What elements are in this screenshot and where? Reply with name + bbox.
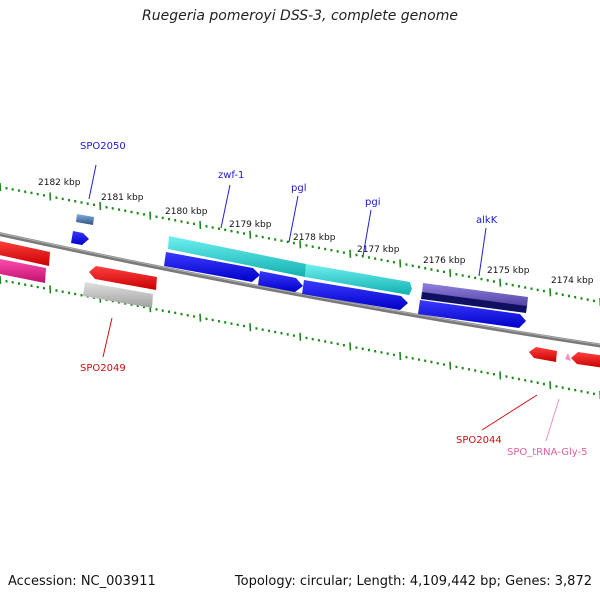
feature-pgl-rna[interactable] <box>305 264 412 295</box>
forward-label-group: SPO2050 zwf-1 pgl pgi alkK <box>80 141 498 226</box>
scale-label: 2179 kbp <box>229 220 272 230</box>
scale-label: 2181 kbp <box>101 193 144 203</box>
label-leaders <box>88 164 560 442</box>
feature-pgi-cds[interactable] <box>302 280 408 310</box>
feature-label-reverse[interactable]: SPO2044 <box>456 435 502 446</box>
scale-labels: 2182 kbp 2181 kbp 2180 kbp 2179 kbp 2178 kbp… <box>38 178 594 286</box>
feature-zwf1-rna[interactable] <box>168 236 306 277</box>
feature-spo2049-pseudo[interactable] <box>83 282 153 308</box>
outer-tick-track <box>0 182 600 307</box>
feature-label-forward[interactable]: zwf-1 <box>218 170 244 181</box>
reverse-features <box>0 258 600 368</box>
scale-label: 2177 kbp <box>357 245 400 255</box>
reverse-label-group: SPO2049 SPO2044 SPO_tRNA-Gly-5 <box>80 363 587 458</box>
feature-zwf1-cds[interactable] <box>164 252 260 282</box>
scale-label: 2182 kbp <box>38 178 81 188</box>
feature-left-forward[interactable] <box>0 240 50 266</box>
scale-label: 2174 kbp <box>551 276 594 286</box>
feature-pgl-cds[interactable] <box>258 271 303 292</box>
map-title: Ruegeria pomeroyi DSS-3, complete genome <box>142 8 458 24</box>
feature-label-forward[interactable]: pgl <box>291 183 306 194</box>
genome-summary-text: Topology: circular; Length: 4,109,442 bp… <box>234 574 592 589</box>
scale-label: 2175 kbp <box>487 266 530 276</box>
accession-text: Accession: NC_003911 <box>8 574 156 589</box>
feature-trna-gly5[interactable] <box>565 353 571 361</box>
scale-label: 2178 kbp <box>293 233 336 243</box>
feature-spo2044-cds[interactable] <box>529 347 557 362</box>
genome-backbone <box>0 232 600 348</box>
feature-alkk-rna[interactable] <box>422 283 528 307</box>
feature-spo2049-cds[interactable] <box>89 266 157 290</box>
feature-label-forward[interactable]: alkK <box>476 215 498 226</box>
genome-backbone-highlight <box>0 232 600 345</box>
feature-right-red[interactable] <box>571 352 600 368</box>
scale-label: 2180 kbp <box>165 207 208 217</box>
scale-label: 2176 kbp <box>423 256 466 266</box>
forward-features <box>0 214 528 328</box>
feature-label-reverse[interactable]: SPO2049 <box>80 363 126 374</box>
inner-tick-track <box>0 275 600 400</box>
feature-spo2050-cds[interactable] <box>76 214 94 225</box>
feature-left-pink[interactable] <box>0 258 46 283</box>
feature-label-reverse[interactable]: SPO_tRNA-Gly-5 <box>507 447 587 458</box>
feature-spo2050-gene[interactable] <box>71 231 89 245</box>
feature-alkk-cds[interactable] <box>418 300 526 328</box>
feature-alkk-rna-dark[interactable] <box>421 292 527 313</box>
feature-label-forward[interactable]: SPO2050 <box>80 141 126 152</box>
feature-label-forward[interactable]: pgi <box>365 197 380 208</box>
